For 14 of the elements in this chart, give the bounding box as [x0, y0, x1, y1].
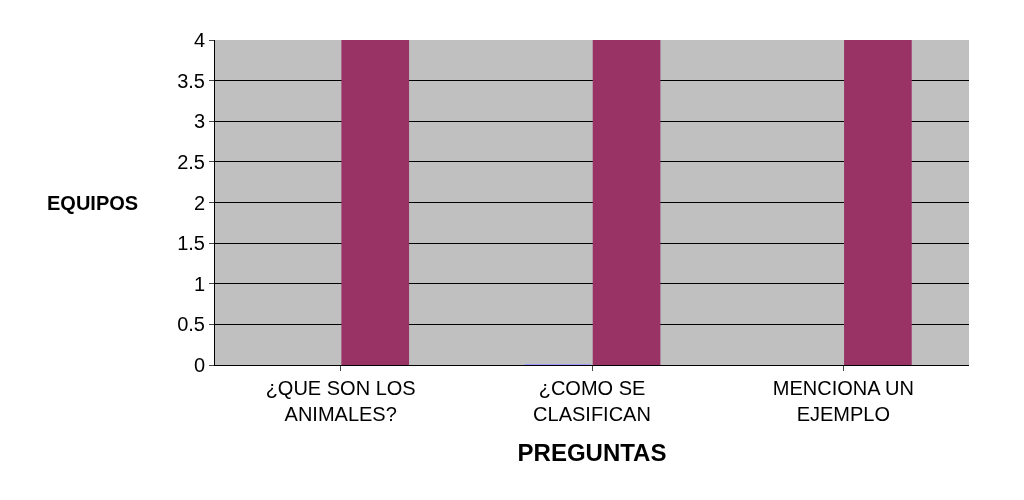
y-tick-label: 3.5	[177, 69, 205, 92]
y-tick-label: 4	[193, 29, 205, 51]
y-axis-title: EQUIPOS	[47, 192, 139, 214]
x-tick-label: ¿QUE SON LOS ANIMALES?	[265, 377, 416, 425]
y-tick-label: 0.5	[177, 313, 205, 336]
x-tick-label: MENCIONA UN EJEMPLO	[772, 377, 914, 425]
y-tick-label: 3	[193, 110, 205, 133]
y-tick-label: 2.5	[177, 150, 205, 173]
y-tick-label: 1.5	[177, 232, 205, 255]
y-tick-label: 2	[193, 191, 205, 214]
y-tick-label: 1	[193, 272, 205, 295]
y-tick-label: 0	[193, 354, 205, 376]
x-axis-title: PREGUNTAS	[517, 439, 667, 467]
x-tick-label: ¿COMO SE CLASIFICAN	[533, 377, 651, 425]
